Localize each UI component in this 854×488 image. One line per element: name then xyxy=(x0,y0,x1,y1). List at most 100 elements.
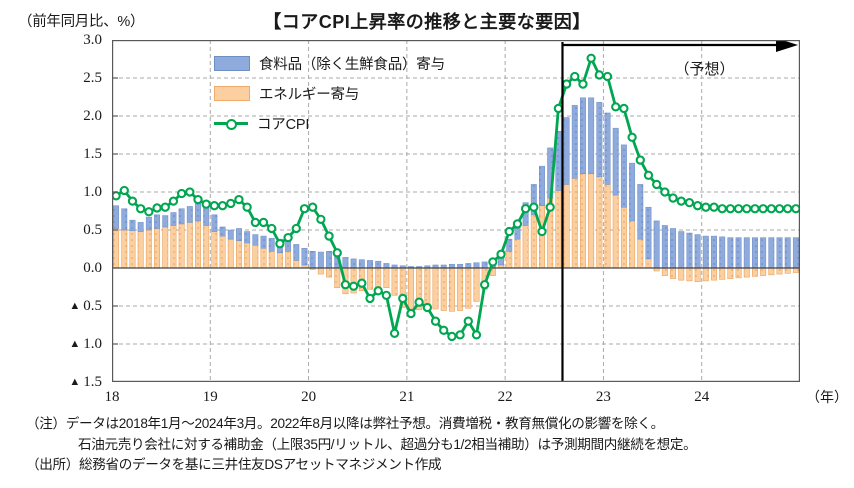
core-cpi-marker xyxy=(660,187,670,197)
bar-energy xyxy=(784,267,791,274)
legend-line-marker xyxy=(226,118,237,130)
core-cpi-marker xyxy=(455,330,465,340)
core-cpi-marker xyxy=(774,204,785,214)
core-cpi-marker xyxy=(537,226,547,237)
core-cpi-marker xyxy=(291,223,301,234)
bar-energy xyxy=(227,238,234,269)
chart-legend: 食料品（除く生鮮食品）寄与 エネルギー寄与 コアCPI xyxy=(214,48,445,138)
x-axis-tick-label: 22 xyxy=(497,389,513,405)
bar-food xyxy=(137,222,144,232)
core-cpi-marker xyxy=(217,201,228,211)
bar-food xyxy=(719,236,726,269)
core-cpi-marker xyxy=(127,196,138,206)
core-cpi-marker xyxy=(373,286,383,296)
bar-food xyxy=(342,257,349,269)
bar-food xyxy=(473,262,480,269)
bar-energy xyxy=(137,231,144,269)
core-cpi-marker xyxy=(766,204,776,214)
core-cpi-marker xyxy=(209,201,220,211)
bar-energy xyxy=(588,173,595,269)
core-cpi-marker xyxy=(439,325,449,335)
bar-energy xyxy=(694,267,701,282)
core-cpi-marker xyxy=(365,293,375,304)
chart-title: 【コアCPI上昇率の推移と主要な要因】 xyxy=(263,12,591,32)
bar-food xyxy=(350,258,357,269)
bar-food xyxy=(588,97,595,175)
bar-energy xyxy=(317,267,324,275)
core-cpi-marker xyxy=(119,185,129,196)
bar-food xyxy=(645,206,652,260)
y-axis-tick-label: ▲ 0.5 xyxy=(46,297,102,314)
core-cpi-marker xyxy=(201,199,211,209)
legend-item-food: 食料品（除く生鮮食品）寄与 xyxy=(214,48,445,78)
core-cpi-marker xyxy=(258,217,269,228)
core-cpi-marker xyxy=(529,202,539,212)
legend-label-energy: エネルギー寄与 xyxy=(259,86,360,103)
core-cpi-marker xyxy=(504,226,514,237)
core-cpi-marker xyxy=(635,155,645,165)
x-axis-tick-label: 23 xyxy=(595,389,611,405)
note-line-1: （注）データは2018年1月～2024年3月。2022年8月以降は弊社予想。消費… xyxy=(26,416,664,431)
core-cpi-marker xyxy=(234,194,244,205)
bar-energy xyxy=(473,267,480,302)
bar-food xyxy=(227,229,234,240)
bar-food xyxy=(317,251,324,269)
x-axis-tick-label: 18 xyxy=(104,389,120,405)
core-cpi-marker xyxy=(725,204,736,214)
bar-energy xyxy=(776,267,783,275)
bar-energy xyxy=(276,252,283,269)
bar-energy xyxy=(719,267,726,280)
bar-energy xyxy=(563,184,570,269)
forecast-annotation-label: （予想） xyxy=(674,61,735,78)
bar-food xyxy=(358,259,365,269)
bar-food xyxy=(506,238,513,252)
bar-energy xyxy=(448,267,455,312)
forecast-arrow-head xyxy=(776,40,798,52)
bar-food xyxy=(481,261,488,269)
bar-food xyxy=(670,228,677,269)
bar-energy xyxy=(186,222,193,269)
bar-food xyxy=(571,105,578,179)
y-axis-tick-value: 0.5 xyxy=(83,297,102,314)
bar-energy xyxy=(522,225,529,269)
chart-notes: （注）データは2018年1月～2024年3月。2022年8月以降は弊社予想。消費… xyxy=(26,414,846,476)
core-cpi-marker xyxy=(447,331,457,342)
bar-energy xyxy=(612,194,619,269)
y-axis-tick-label: 2.0 xyxy=(83,107,102,124)
bar-food xyxy=(162,215,169,228)
bar-energy xyxy=(637,238,644,269)
core-cpi-marker xyxy=(520,204,531,214)
core-cpi-marker xyxy=(561,79,572,89)
bar-energy xyxy=(580,173,586,269)
bar-energy xyxy=(244,242,251,269)
core-cpi-marker xyxy=(324,231,334,241)
bar-energy xyxy=(620,206,627,269)
core-cpi-marker xyxy=(275,239,285,249)
bar-food xyxy=(268,238,275,252)
y-axis-tick-label: 3.0 xyxy=(83,31,102,48)
negative-triangle-icon: ▲ xyxy=(69,375,81,388)
core-cpi-marker xyxy=(627,132,637,142)
core-cpi-marker xyxy=(389,328,400,339)
bar-energy xyxy=(678,267,685,281)
bar-food xyxy=(121,208,128,231)
core-cpi-marker xyxy=(733,204,744,214)
core-cpi-marker xyxy=(357,278,367,288)
core-cpi-marker xyxy=(643,170,654,180)
bar-food xyxy=(260,235,267,249)
core-cpi-marker xyxy=(750,204,760,214)
x-axis-tick-label: 19 xyxy=(202,389,218,405)
bar-energy xyxy=(465,267,472,309)
bar-food xyxy=(653,220,660,269)
plot-area xyxy=(112,40,800,382)
bar-food xyxy=(154,214,160,229)
bar-food xyxy=(760,237,767,269)
bar-energy xyxy=(506,251,513,269)
bar-energy xyxy=(792,267,799,273)
core-cpi-marker xyxy=(611,102,621,112)
core-cpi-marker xyxy=(152,203,162,213)
bar-food xyxy=(711,235,717,269)
core-cpi-marker xyxy=(496,249,506,259)
y-axis-tick-label: 1.0 xyxy=(83,183,102,200)
